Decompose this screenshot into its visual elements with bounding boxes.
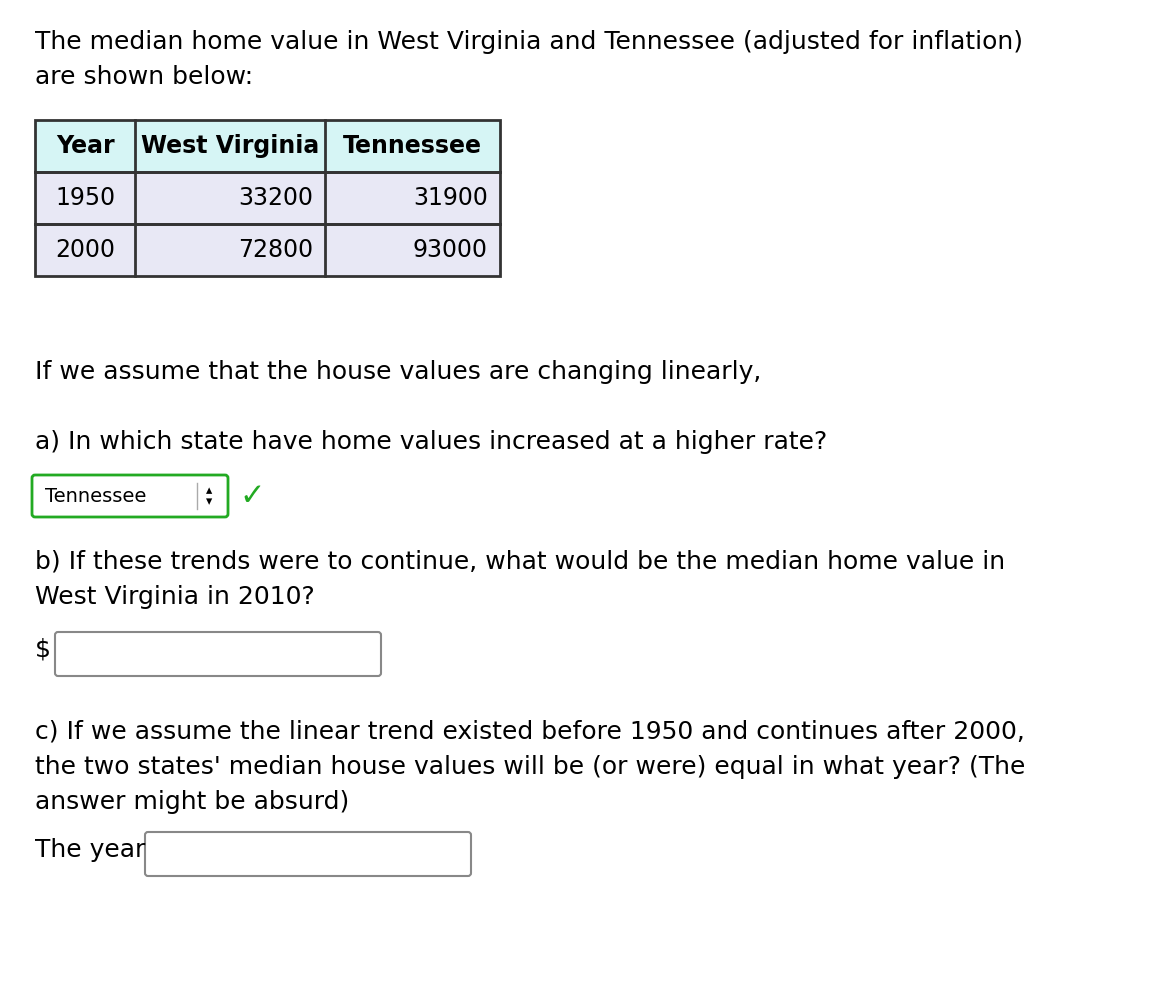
Bar: [35, 120, 500, 276]
Text: ✓: ✓: [239, 481, 264, 511]
Text: c) If we assume the linear trend existed before 1950 and continues after 2000,: c) If we assume the linear trend existed…: [35, 720, 1025, 744]
Text: are shown below:: are shown below:: [35, 65, 254, 89]
Text: the two states' median house values will be (or were) equal in what year? (The: the two states' median house values will…: [35, 755, 1025, 779]
Text: If we assume that the house values are changing linearly,: If we assume that the house values are c…: [35, 360, 762, 384]
FancyBboxPatch shape: [55, 632, 382, 676]
FancyBboxPatch shape: [32, 475, 228, 517]
Text: 1950: 1950: [55, 186, 115, 210]
Text: 2000: 2000: [55, 238, 115, 262]
Text: b) If these trends were to continue, what would be the median home value in: b) If these trends were to continue, wha…: [35, 550, 1005, 574]
Text: 93000: 93000: [413, 238, 488, 262]
Text: 72800: 72800: [238, 238, 313, 262]
FancyBboxPatch shape: [146, 832, 471, 876]
Bar: [35, 224, 500, 276]
Text: West Virginia in 2010?: West Virginia in 2010?: [35, 585, 315, 609]
Text: West Virginia: West Virginia: [141, 134, 319, 158]
Text: Tennessee: Tennessee: [343, 134, 483, 158]
Text: a) In which state have home values increased at a higher rate?: a) In which state have home values incre…: [35, 430, 828, 454]
Bar: [35, 172, 500, 224]
Text: Year: Year: [55, 134, 114, 158]
Text: 33200: 33200: [238, 186, 313, 210]
Text: ▴
▾: ▴ ▾: [205, 484, 212, 508]
Text: 31900: 31900: [413, 186, 488, 210]
Text: The median home value in West Virginia and Tennessee (adjusted for inflation): The median home value in West Virginia a…: [35, 30, 1023, 54]
Text: The year: The year: [35, 838, 146, 862]
Text: $: $: [35, 638, 50, 662]
Text: answer might be absurd): answer might be absurd): [35, 790, 349, 814]
Text: Tennessee: Tennessee: [45, 486, 147, 506]
Bar: [35, 120, 500, 172]
